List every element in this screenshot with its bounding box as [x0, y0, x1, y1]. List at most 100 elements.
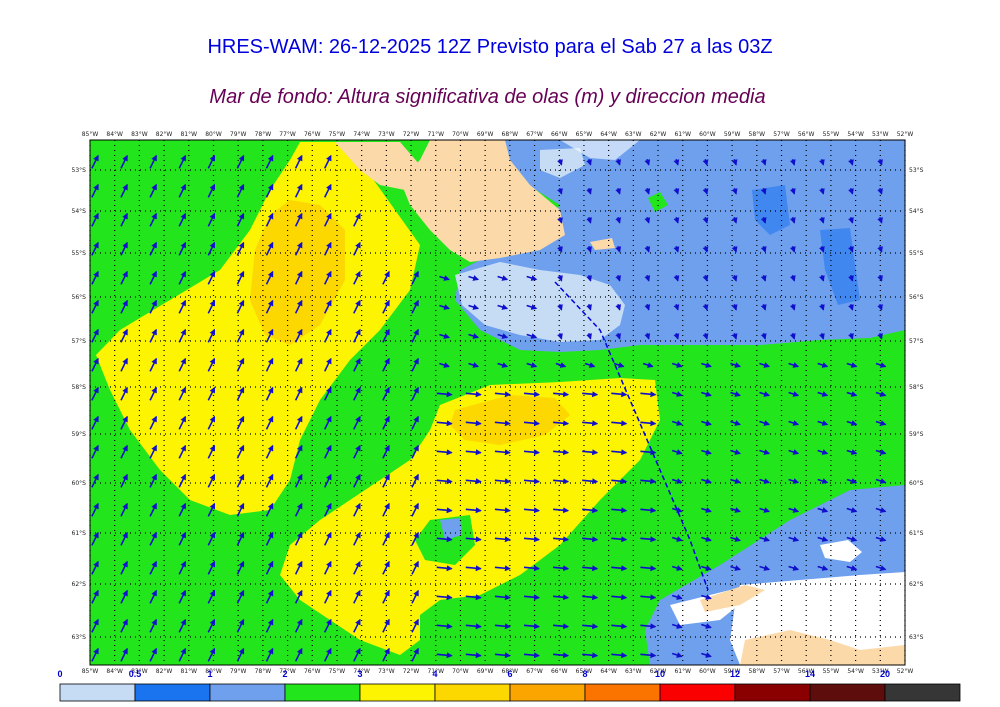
direction-arrow: [411, 473, 419, 488]
direction-arrow: [702, 303, 709, 311]
lon-tick-bottom: 67°W: [526, 668, 543, 675]
direction-arrow: [178, 270, 187, 285]
direction-arrow: [436, 652, 453, 659]
direction-arrow: [178, 183, 187, 198]
direction-arrow: [353, 386, 361, 401]
direction-arrow: [120, 618, 128, 633]
direction-arrow: [671, 391, 683, 397]
lon-tick-bottom: 65°W: [576, 668, 593, 675]
colorbar-swatch: [434, 683, 511, 702]
direction-arrow: [294, 415, 303, 430]
direction-arrow: [875, 565, 887, 571]
direction-arrow: [91, 444, 99, 459]
colorbar-swatch: [209, 683, 286, 702]
direction-arrow: [465, 420, 482, 427]
direction-arrow: [730, 565, 741, 571]
direction-arrow: [236, 589, 245, 604]
direction-arrow: [673, 245, 680, 253]
direction-arrow: [730, 536, 741, 542]
lon-tick-bottom: 63°W: [625, 668, 642, 675]
direction-arrow: [265, 241, 274, 256]
lon-tick-top: 78°W: [255, 131, 272, 138]
direction-arrow: [353, 241, 361, 256]
direction-arrow: [846, 565, 858, 571]
direction-arrow: [877, 332, 883, 340]
direction-arrow: [611, 536, 628, 543]
direction-arrow: [759, 362, 771, 368]
direction-arrow: [353, 328, 361, 343]
direction-arrow: [702, 332, 709, 340]
direction-arrow: [120, 444, 128, 459]
lon-tick-top: 71°W: [427, 131, 444, 138]
direction-arrow: [701, 391, 712, 397]
direction-arrow: [611, 420, 628, 427]
land-antarctic-peninsula: [740, 630, 905, 665]
direction-arrow: [615, 274, 622, 282]
direction-arrow: [788, 449, 800, 455]
lon-tick-bottom: 83°W: [131, 668, 148, 675]
direction-arrow: [701, 449, 712, 455]
direction-arrow: [642, 362, 654, 368]
direction-arrow: [731, 158, 738, 166]
direction-arrow: [671, 536, 683, 542]
lat-tick-left: 60°S: [72, 480, 87, 487]
direction-arrow: [120, 473, 128, 488]
direction-arrow: [702, 187, 709, 195]
direction-arrow: [353, 415, 361, 430]
lon-tick-top: 72°W: [403, 131, 420, 138]
direction-arrow: [760, 274, 767, 282]
direction-arrow: [468, 304, 480, 310]
direction-arrow: [582, 594, 599, 601]
direction-arrow: [788, 391, 800, 397]
direction-arrow: [382, 386, 390, 401]
lat-tick-right: 55°S: [909, 250, 924, 257]
direction-arrow: [759, 449, 771, 455]
colorbar-label: 0.5: [129, 669, 142, 679]
lon-tick-top: 80°W: [205, 131, 222, 138]
direction-arrow: [468, 362, 480, 368]
direction-arrow: [323, 502, 332, 517]
direction-arrow: [701, 362, 712, 368]
direction-arrow: [382, 560, 390, 575]
direction-arrow: [586, 187, 592, 195]
direction-arrow: [91, 212, 99, 227]
direction-arrow: [494, 536, 511, 543]
direction-arrow: [553, 391, 570, 398]
direction-arrow: [411, 589, 419, 604]
direction-arrow: [91, 531, 99, 546]
direction-arrow: [207, 154, 216, 169]
lon-tick-bottom: 70°W: [452, 668, 469, 675]
direction-arrow: [465, 507, 482, 514]
colorbar-label: 0: [57, 669, 62, 679]
direction-arrow: [819, 158, 825, 166]
lon-tick-bottom: 85°W: [82, 668, 99, 675]
colorbar-label: 2: [282, 669, 287, 679]
lat-tick-left: 55°S: [72, 250, 87, 257]
direction-arrow: [411, 502, 419, 517]
direction-arrow: [730, 391, 741, 397]
direction-arrow: [848, 216, 854, 224]
direction-arrow: [523, 391, 540, 398]
direction-arrow: [673, 158, 680, 166]
direction-arrow: [586, 303, 592, 311]
direction-arrow: [644, 158, 651, 166]
direction-arrow: [671, 507, 683, 513]
direction-arrow: [353, 531, 361, 546]
direction-arrow: [149, 328, 158, 343]
direction-arrow: [411, 299, 419, 314]
lon-tick-bottom: 81°W: [180, 668, 197, 675]
direction-arrow: [120, 386, 128, 401]
lon-tick-bottom: 60°W: [699, 668, 716, 675]
lon-tick-top: 69°W: [477, 131, 494, 138]
direction-arrow: [411, 531, 419, 546]
direction-arrow: [178, 473, 187, 488]
direction-arrow: [848, 303, 854, 311]
direction-arrow: [586, 245, 592, 253]
direction-arrow: [523, 594, 540, 601]
lon-tick-bottom: 69°W: [477, 668, 494, 675]
direction-arrow: [439, 304, 450, 310]
lon-tick-top: 84°W: [106, 131, 123, 138]
direction-arrow: [353, 647, 361, 662]
direction-arrow: [236, 647, 245, 662]
direction-arrow: [436, 420, 453, 427]
